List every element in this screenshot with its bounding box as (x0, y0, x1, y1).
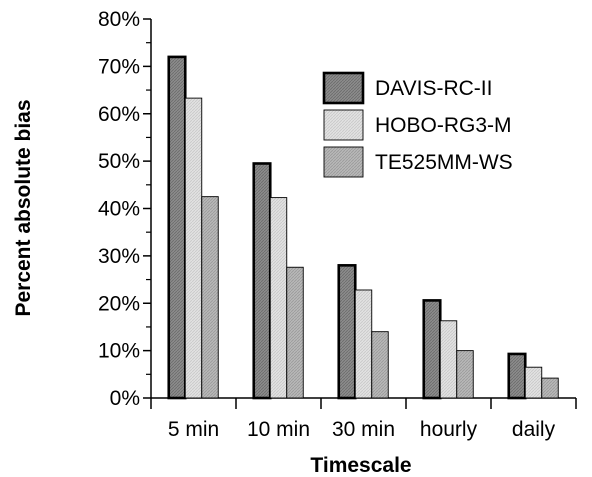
y-tick-label: 30% (98, 245, 140, 268)
bar-2-1 (354, 289, 373, 399)
bar-3-1 (439, 320, 458, 399)
bar-3-0 (422, 299, 442, 400)
bar-0-2 (201, 196, 219, 399)
y-tick-label: 20% (98, 292, 140, 315)
legend-swatch (323, 109, 364, 141)
legend-swatch (322, 71, 365, 105)
x-tick-label: daily (512, 418, 556, 441)
bar-1-2 (286, 266, 304, 399)
legend-label: HOBO-RG3-M (375, 114, 512, 137)
bar-2-2 (371, 331, 389, 399)
x-tick-label: hourly (420, 418, 478, 441)
y-tick-label: 70% (98, 55, 140, 78)
legend-label: TE525MM-WS (375, 151, 513, 174)
y-tick-label: 0% (110, 387, 140, 410)
bar-1-1 (269, 197, 288, 399)
bar-1-0 (252, 162, 272, 400)
x-tick-label: 10 min (247, 418, 310, 441)
legend-swatch (323, 146, 364, 178)
x-tick-label: 5 min (168, 418, 219, 441)
bar-0-1 (184, 97, 203, 399)
y-tick-label: 80% (98, 8, 140, 31)
y-axis-title: Percent absolute bias (12, 99, 35, 316)
y-tick-label: 10% (98, 340, 140, 363)
y-tick-label: 50% (98, 150, 140, 173)
legend: DAVIS-RC-II HOBO-RG3-M TE525MM-WS (322, 71, 513, 178)
bar-0-0 (167, 55, 187, 400)
y-tick-label: 40% (98, 198, 140, 221)
bar-4-0 (507, 352, 527, 400)
bar-2-0 (337, 264, 357, 400)
y-axis: 0% 10% 20% 30% 40% 50% 60% 70% 80% (98, 8, 152, 410)
bar-3-2 (456, 350, 474, 399)
bar-4-2 (541, 377, 559, 399)
x-axis: 5 min 10 min 30 min hourly daily (150, 397, 577, 441)
bars-group (167, 55, 559, 400)
legend-label: DAVIS-RC-II (375, 77, 492, 100)
x-tick-label: 30 min (332, 418, 395, 441)
x-axis-title: Timescale (310, 454, 411, 477)
bar-4-1 (524, 366, 543, 399)
y-tick-label: 60% (98, 103, 140, 126)
